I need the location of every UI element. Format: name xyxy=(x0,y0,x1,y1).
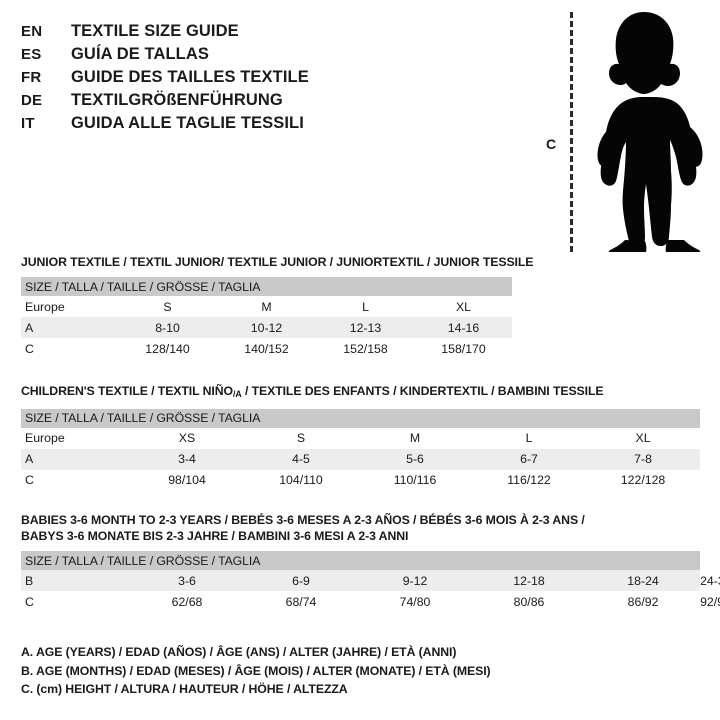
table-cell: 74/80 xyxy=(358,591,472,612)
table-cell: 128/140 xyxy=(118,338,217,359)
section-babies-textile: BABIES 3-6 MONTH TO 2-3 YEARS / BEBÉS 3-… xyxy=(21,512,720,612)
table-band-row: SIZE / TALLA / TAILLE / GRÖSSE / TAGLIA xyxy=(21,408,701,428)
language-title: GUIDA ALLE TAGLIE TESSILI xyxy=(71,114,304,132)
section-heading-line1: BABIES 3-6 MONTH TO 2-3 YEARS / BEBÉS 3-… xyxy=(21,513,585,527)
language-row-de: DE TEXTILGRÖßENFÜHRUNG xyxy=(21,91,491,114)
babies-size-table: SIZE / TALLA / TAILLE / GRÖSSE / TAGLIA … xyxy=(21,551,720,612)
junior-size-table: SIZE / TALLA / TAILLE / GRÖSSE / TAGLIA … xyxy=(21,277,513,359)
section-heading-post: / TEXTILE DES ENFANTS / KINDERTEXTIL / B… xyxy=(241,384,604,398)
table-band-cell: SIZE / TALLA / TAILLE / GRÖSSE / TAGLIA xyxy=(21,408,701,428)
table-cell: XS xyxy=(130,427,244,449)
row-label: A xyxy=(21,317,118,338)
legend-line-a: A. AGE (YEARS) / EDAD (AÑOS) / ÂGE (ANS)… xyxy=(21,645,457,659)
table-cell: 3-4 xyxy=(130,448,244,470)
table-cell: S xyxy=(244,427,358,449)
table-band-label: SIZE / TALLA / TAILLE / GRÖSSE / TAGLIA xyxy=(25,279,261,294)
table-cell: 6-7 xyxy=(472,448,586,470)
language-row-fr: FR GUIDE DES TAILLES TEXTILE xyxy=(21,68,491,91)
section-heading: CHILDREN'S TEXTILE / TEXTIL NIÑO/A / TEX… xyxy=(21,383,700,402)
table-row: B 3-6 6-9 9-12 12-18 18-24 24-36 xyxy=(21,570,720,591)
table-cell: 3-6 xyxy=(130,570,244,591)
child-silhouette-icon xyxy=(597,12,703,252)
height-dashed-line xyxy=(570,12,573,252)
table-cell: 6-9 xyxy=(244,570,358,591)
language-code: DE xyxy=(21,92,43,109)
table-row: C 62/68 68/74 74/80 80/86 86/92 92/98 xyxy=(21,591,720,612)
table-row: C 128/140 140/152 152/158 158/170 xyxy=(21,338,513,359)
measurement-legend: A. AGE (YEARS) / EDAD (AÑOS) / ÂGE (ANS)… xyxy=(21,643,581,699)
table-cell: 8-10 xyxy=(118,317,217,338)
section-heading-line2: BABYS 3-6 MONATE BIS 2-3 JAHRE / BAMBINI… xyxy=(21,529,409,543)
row-label: Europe xyxy=(21,427,130,449)
table-cell: 18-24 xyxy=(586,570,701,591)
table-cell: 80/86 xyxy=(472,591,586,612)
language-title: GUIDE DES TAILLES TEXTILE xyxy=(71,68,309,86)
language-row-it: IT GUIDA ALLE TAGLIE TESSILI xyxy=(21,114,491,137)
language-title-block: EN TEXTILE SIZE GUIDE ES GUÍA DE TALLAS … xyxy=(21,22,491,137)
language-title: TEXTILGRÖßENFÜHRUNG xyxy=(71,91,283,109)
language-code: FR xyxy=(21,69,42,86)
row-label: B xyxy=(21,570,130,591)
row-label: A xyxy=(21,448,130,470)
height-measurement-figure: C xyxy=(520,8,720,253)
table-row: C 98/104 104/110 110/116 116/122 122/128 xyxy=(21,469,701,491)
language-title: TEXTILE SIZE GUIDE xyxy=(71,22,239,40)
table-cell: 5-6 xyxy=(358,448,472,470)
language-code: ES xyxy=(21,46,42,63)
children-size-table: SIZE / TALLA / TAILLE / GRÖSSE / TAGLIA … xyxy=(21,408,701,491)
table-band-cell: SIZE / TALLA / TAILLE / GRÖSSE / TAGLIA xyxy=(21,277,513,296)
height-marker-label: C xyxy=(546,136,557,152)
section-heading-pre: CHILDREN'S TEXTILE / TEXTIL NIÑO xyxy=(21,384,233,398)
language-row-en: EN TEXTILE SIZE GUIDE xyxy=(21,22,491,45)
table-row: Europe S M L XL xyxy=(21,296,513,317)
language-row-es: ES GUÍA DE TALLAS xyxy=(21,45,491,68)
row-label: C xyxy=(21,338,118,359)
table-row: Europe XS S M L XL xyxy=(21,427,701,449)
table-row: A 8-10 10-12 12-13 14-16 xyxy=(21,317,513,338)
table-cell: 122/128 xyxy=(586,469,701,491)
section-junior-textile: JUNIOR TEXTILE / TEXTIL JUNIOR/ TEXTILE … xyxy=(21,254,533,359)
table-cell: 68/74 xyxy=(244,591,358,612)
table-band-row: SIZE / TALLA / TAILLE / GRÖSSE / TAGLIA xyxy=(21,277,513,296)
table-cell: 12-13 xyxy=(316,317,415,338)
section-heading-subscript: /A xyxy=(232,388,242,399)
table-cell: L xyxy=(316,296,415,317)
table-cell: 152/158 xyxy=(316,338,415,359)
table-cell: 98/104 xyxy=(130,469,244,491)
table-cell: 116/122 xyxy=(472,469,586,491)
row-label: Europe xyxy=(21,296,118,317)
table-cell: 86/92 xyxy=(586,591,701,612)
table-cell: 4-5 xyxy=(244,448,358,470)
row-label: C xyxy=(21,591,130,612)
table-cell: 158/170 xyxy=(415,338,513,359)
legend-line-c: C. (cm) HEIGHT / ALTURA / HAUTEUR / HÖHE… xyxy=(21,682,348,696)
language-code: EN xyxy=(21,23,43,40)
table-band-cell: SIZE / TALLA / TAILLE / GRÖSSE / TAGLIA xyxy=(21,551,701,570)
table-cell: XL xyxy=(586,427,701,449)
table-cell: 14-16 xyxy=(415,317,513,338)
table-cell: L xyxy=(472,427,586,449)
section-heading: JUNIOR TEXTILE / TEXTIL JUNIOR/ TEXTILE … xyxy=(21,255,534,269)
table-cell: M xyxy=(217,296,316,317)
table-cell: 12-18 xyxy=(472,570,586,591)
row-label: C xyxy=(21,469,130,491)
section-childrens-textile: CHILDREN'S TEXTILE / TEXTIL NIÑO/A / TEX… xyxy=(21,383,701,491)
table-cell: 104/110 xyxy=(244,469,358,491)
table-cell: 9-12 xyxy=(358,570,472,591)
legend-line-b: B. AGE (MONTHS) / EDAD (MESES) / ÂGE (MO… xyxy=(21,663,491,678)
table-cell: 110/116 xyxy=(358,469,472,491)
table-cell: 140/152 xyxy=(217,338,316,359)
table-band-label: SIZE / TALLA / TAILLE / GRÖSSE / TAGLIA xyxy=(25,553,261,568)
language-code: IT xyxy=(21,115,35,132)
table-band-row: SIZE / TALLA / TAILLE / GRÖSSE / TAGLIA xyxy=(21,551,701,570)
table-cell: M xyxy=(358,427,472,449)
table-cell: 10-12 xyxy=(217,317,316,338)
table-cell: 7-8 xyxy=(586,448,701,470)
table-row: A 3-4 4-5 5-6 6-7 7-8 xyxy=(21,448,701,470)
table-cell: XL xyxy=(415,296,513,317)
table-band-label: SIZE / TALLA / TAILLE / GRÖSSE / TAGLIA xyxy=(25,411,261,426)
table-cell: S xyxy=(118,296,217,317)
table-cell: 62/68 xyxy=(130,591,244,612)
language-title: GUÍA DE TALLAS xyxy=(71,45,209,63)
